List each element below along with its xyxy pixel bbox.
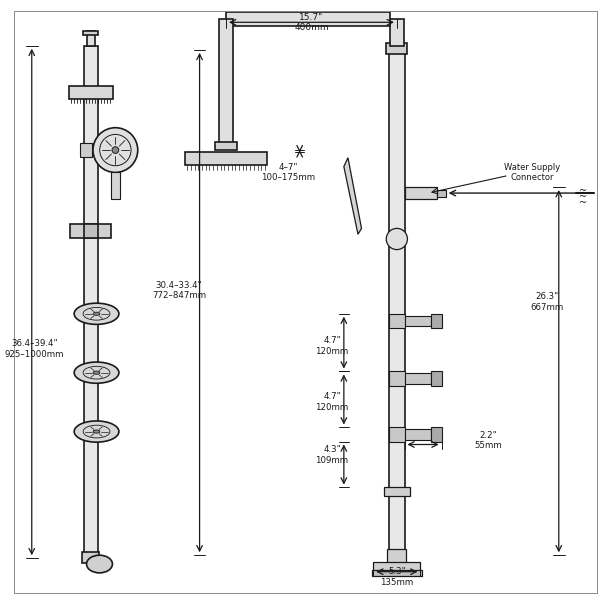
Bar bbox=[110, 173, 120, 199]
Text: Water Supply
Connector: Water Supply Connector bbox=[504, 162, 560, 182]
Text: 2.2"
55mm: 2.2" 55mm bbox=[474, 431, 502, 450]
Bar bbox=[404, 373, 431, 384]
Ellipse shape bbox=[74, 421, 119, 442]
Bar bbox=[226, 12, 390, 27]
Bar bbox=[373, 562, 421, 573]
Bar bbox=[431, 313, 442, 328]
Bar bbox=[70, 224, 111, 239]
Bar bbox=[390, 19, 404, 46]
Text: ~: ~ bbox=[580, 192, 587, 202]
Bar bbox=[83, 46, 98, 558]
Bar bbox=[389, 428, 404, 442]
Ellipse shape bbox=[112, 147, 119, 153]
Bar bbox=[185, 152, 267, 165]
Text: 4.7"
120mm: 4.7" 120mm bbox=[316, 336, 349, 356]
Ellipse shape bbox=[93, 312, 100, 315]
Bar bbox=[83, 31, 98, 35]
Bar bbox=[82, 552, 100, 563]
Bar bbox=[86, 31, 95, 46]
Bar bbox=[389, 313, 404, 328]
Text: 26.3"
667mm: 26.3" 667mm bbox=[530, 292, 563, 312]
Ellipse shape bbox=[93, 371, 100, 374]
Text: 4–7"
100–175mm: 4–7" 100–175mm bbox=[261, 162, 315, 182]
Ellipse shape bbox=[93, 127, 138, 173]
Bar bbox=[389, 371, 404, 385]
Text: 4.3"
109mm: 4.3" 109mm bbox=[316, 445, 349, 465]
Polygon shape bbox=[344, 158, 362, 234]
Text: ~: ~ bbox=[580, 198, 587, 208]
Bar bbox=[386, 43, 407, 54]
Bar bbox=[219, 19, 233, 143]
Bar bbox=[404, 187, 437, 199]
Ellipse shape bbox=[86, 555, 112, 573]
Bar bbox=[215, 142, 236, 150]
Bar bbox=[80, 143, 92, 157]
Ellipse shape bbox=[93, 430, 100, 433]
Bar bbox=[404, 429, 431, 440]
Text: 15.7"
400mm: 15.7" 400mm bbox=[294, 13, 329, 32]
Bar bbox=[437, 190, 446, 196]
Text: ~: ~ bbox=[580, 186, 587, 196]
Bar bbox=[431, 371, 442, 385]
Bar bbox=[388, 549, 406, 564]
Bar bbox=[384, 487, 410, 496]
Bar bbox=[68, 86, 113, 99]
Bar bbox=[404, 315, 431, 326]
Bar bbox=[83, 224, 98, 239]
Bar bbox=[431, 428, 442, 442]
Ellipse shape bbox=[74, 362, 119, 384]
Bar bbox=[372, 570, 422, 576]
Text: 5.3"
135mm: 5.3" 135mm bbox=[380, 567, 413, 586]
Ellipse shape bbox=[386, 228, 407, 249]
Text: 36.4–39.4"
925–1000mm: 36.4–39.4" 925–1000mm bbox=[5, 339, 64, 359]
Text: 30.4–33.4"
772–847mm: 30.4–33.4" 772–847mm bbox=[152, 280, 206, 300]
Text: 4.7"
120mm: 4.7" 120mm bbox=[316, 393, 349, 412]
Bar bbox=[389, 49, 404, 555]
Ellipse shape bbox=[74, 303, 119, 324]
